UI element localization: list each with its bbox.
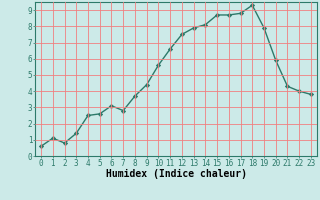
X-axis label: Humidex (Indice chaleur): Humidex (Indice chaleur) [106,169,246,179]
